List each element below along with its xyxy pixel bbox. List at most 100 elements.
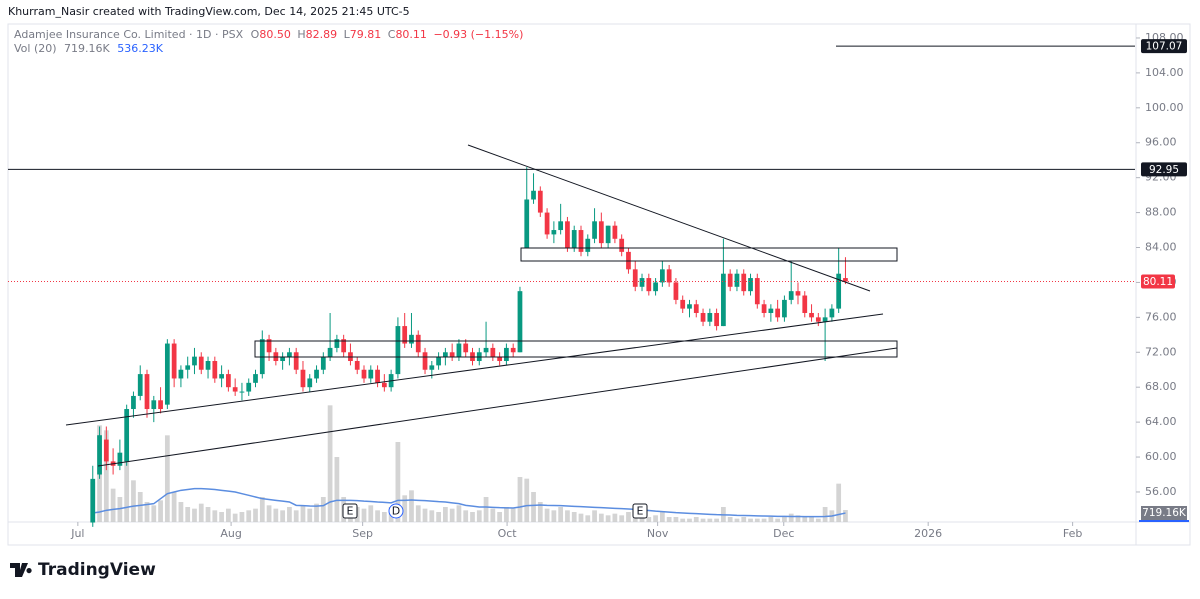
candle-body	[700, 312, 706, 322]
volume-bar	[395, 442, 401, 522]
ohlc-value: 79.81	[350, 28, 382, 41]
last-price-label: 80.11	[1143, 276, 1173, 288]
volume-bar	[497, 512, 502, 522]
volume-bar	[754, 518, 760, 522]
candle-body	[361, 369, 367, 379]
candle-body	[598, 221, 604, 244]
candle-body	[612, 225, 618, 239]
candle-body	[531, 190, 536, 200]
candle-body	[381, 382, 387, 388]
candle-body	[314, 369, 319, 379]
candle-body	[558, 221, 564, 231]
candle-body	[219, 374, 224, 379]
candle-body	[280, 356, 286, 362]
candle-body	[90, 478, 96, 523]
chart-frame	[7, 23, 1191, 546]
volume-bar	[314, 503, 319, 522]
volume-bar	[192, 508, 197, 522]
volume-bar	[443, 507, 448, 522]
event-marker	[632, 503, 648, 519]
candle-body	[585, 238, 591, 252]
volume-bar	[626, 512, 631, 522]
trend-line	[97, 347, 898, 467]
volume-bar	[334, 457, 340, 522]
event-marker	[342, 503, 358, 519]
candle-body	[802, 295, 808, 313]
volume-bar	[470, 512, 475, 522]
candle-body	[198, 356, 204, 370]
volume-bar	[429, 510, 435, 522]
event-label: D	[392, 505, 400, 518]
candle-body	[537, 190, 543, 213]
volume-bar	[110, 488, 116, 522]
y-tick-label: 84.00	[1145, 241, 1177, 254]
candle-body	[524, 199, 530, 248]
volume-bar	[205, 507, 211, 522]
candle-body	[97, 435, 102, 475]
volume-bar	[198, 503, 204, 522]
y-tick-label: 64.00	[1145, 415, 1177, 428]
event-marker	[388, 503, 404, 519]
candle-body	[266, 339, 272, 353]
change: −0.93 (−1.15%)	[433, 28, 523, 41]
volume-bar	[565, 510, 570, 522]
volume-bar	[381, 512, 387, 522]
candle-body	[137, 374, 143, 396]
candle-body	[287, 352, 292, 357]
candle-body	[836, 273, 842, 309]
volume-bar	[375, 510, 380, 522]
candle-body	[422, 352, 428, 370]
volume-bar	[293, 510, 299, 522]
volume-bar	[117, 497, 123, 522]
y-tick-label: 68.00	[1145, 380, 1177, 393]
volume-bar	[164, 435, 170, 522]
volume-bar	[402, 495, 408, 522]
volume-bar	[456, 505, 462, 522]
candle-body	[680, 299, 686, 309]
candle-body	[707, 312, 713, 322]
volume-bar	[185, 507, 191, 522]
candle-body	[320, 356, 326, 370]
volume-bar	[843, 510, 848, 522]
candle-body	[632, 269, 638, 287]
candle-body	[300, 369, 306, 388]
volume-bar	[320, 497, 326, 522]
volume-bar	[653, 515, 658, 522]
volume-bar	[795, 515, 801, 522]
ohlc-key: C	[388, 28, 396, 41]
candle-body	[605, 225, 611, 244]
candle-body	[456, 343, 462, 357]
volume-bar	[558, 507, 564, 522]
volume-bar	[273, 508, 279, 522]
volume-bar	[307, 508, 313, 522]
y-tick-label: 100.00	[1145, 101, 1184, 114]
volume-bar	[761, 518, 767, 522]
volume-bar	[137, 492, 143, 522]
volume-bar	[524, 478, 530, 522]
x-tick-label: Dec	[773, 527, 794, 540]
candle-body	[178, 369, 184, 379]
volume-bar	[714, 518, 719, 522]
symbol: Adamjee Insurance Co. Limited · 1D · PSX	[14, 28, 244, 41]
volume-bar	[605, 515, 611, 522]
candle-body	[639, 278, 645, 287]
volume-bar	[673, 517, 679, 522]
candle-body	[829, 308, 835, 318]
candle-body	[646, 278, 652, 292]
volume-bar	[449, 508, 455, 522]
candle-body	[151, 400, 157, 410]
volume-bar	[578, 513, 584, 522]
candle-body	[415, 334, 421, 353]
candle-body	[226, 374, 231, 388]
candle-body	[171, 343, 177, 379]
candle-body	[788, 291, 794, 300]
candle-body	[443, 352, 448, 357]
candle-body	[761, 304, 767, 313]
candle-body	[497, 356, 502, 362]
last-price-box	[1141, 274, 1175, 289]
candle-body	[463, 343, 469, 353]
volume-bar	[646, 517, 652, 522]
candle-body	[822, 317, 828, 322]
drawings	[65, 144, 898, 467]
volume-bar	[612, 513, 618, 522]
